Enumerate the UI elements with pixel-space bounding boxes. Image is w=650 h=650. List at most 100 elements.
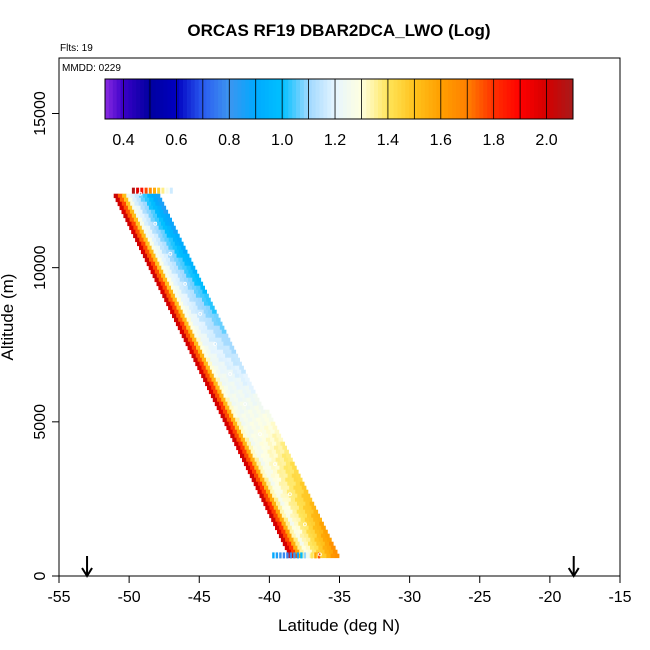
heatmap-cell (303, 552, 307, 559)
heatmap-cell (160, 221, 166, 227)
heatmap-cell (219, 377, 225, 383)
heatmap-cell (146, 209, 152, 215)
heatmap-cell (149, 197, 154, 203)
heatmap-cell (125, 217, 130, 223)
heatmap-cell (262, 473, 267, 479)
heatmap-cell (275, 517, 280, 523)
heatmap-cell (260, 409, 266, 415)
heatmap-cell (211, 333, 216, 339)
heatmap-cell (200, 293, 205, 299)
heatmap-cell (284, 501, 289, 507)
heatmap-cell (281, 529, 286, 535)
heatmap-cell (170, 293, 176, 299)
heatmap-cell (136, 213, 141, 219)
heatmap-cell (126, 201, 131, 207)
colorbar-segment (331, 79, 336, 119)
heatmap-cell (260, 417, 265, 423)
heatmap-cell (217, 321, 223, 327)
heatmap-cell (294, 469, 299, 475)
heatmap-cell (297, 493, 302, 499)
down-arrow-icon (81, 556, 93, 578)
heatmap-cell (184, 305, 190, 311)
heatmap-cell (202, 333, 208, 339)
heatmap-cell (310, 529, 316, 535)
heatmap-cell (127, 205, 133, 211)
heatmap-cell (284, 493, 290, 499)
heatmap-cell (145, 197, 150, 203)
heatmap-cell (176, 253, 182, 259)
heatmap-cell (164, 289, 170, 295)
heatmap-cell (244, 453, 249, 459)
colorbar-segment (471, 79, 476, 119)
colorbar-tick-label: 0.4 (112, 132, 134, 149)
heatmap-cell (159, 209, 164, 215)
heatmap-cell (278, 445, 283, 451)
heatmap-cell (188, 329, 193, 335)
colorbar-segment (249, 79, 254, 119)
heatmap-cell (190, 317, 196, 323)
heatmap-cell (170, 257, 175, 263)
heatmap-cell (151, 245, 157, 251)
heatmap-cell (272, 425, 278, 431)
heatmap-cell (161, 265, 166, 271)
heatmap-cell (164, 237, 170, 243)
heatmap-cell (255, 433, 261, 439)
heatmap-cell (225, 345, 230, 351)
heatmap-cell (202, 297, 207, 303)
colorbar-segment (222, 79, 227, 119)
heatmap-cell (283, 533, 288, 539)
heatmap-cell (164, 297, 169, 303)
heatmap-cell (196, 321, 202, 327)
heatmap-cell (230, 425, 236, 431)
heatmap-cell (299, 549, 304, 555)
heatmap-cell (277, 521, 282, 527)
heatmap-cell (176, 261, 181, 267)
heatmap-cell (274, 437, 279, 443)
heatmap-cell (298, 505, 304, 511)
heatmap-cell (192, 285, 197, 291)
heatmap-cell (134, 201, 139, 207)
heatmap-cell (307, 552, 310, 559)
heatmap-cell (310, 545, 315, 551)
heatmap-cell (270, 437, 275, 443)
heatmap-cell (162, 241, 167, 247)
colorbar-segment (530, 79, 535, 119)
heatmap-cell (126, 193, 131, 199)
heatmap-cell (264, 477, 269, 483)
heatmap-cell (303, 541, 309, 547)
heatmap-cell (320, 533, 326, 539)
heatmap-cell (291, 525, 297, 531)
heatmap-cell (279, 457, 285, 463)
heatmap-cell (135, 237, 140, 243)
heatmap-cell (133, 217, 139, 223)
heatmap-cell (266, 413, 272, 419)
heatmap-cell (198, 325, 204, 331)
heatmap-cell (322, 553, 327, 559)
heatmap-cell (255, 441, 260, 447)
heatmap-cell (148, 205, 154, 211)
heatmap-cell (300, 552, 303, 559)
heatmap-cell (296, 509, 302, 515)
heatmap-cell (235, 409, 241, 415)
heatmap-cell (211, 325, 216, 331)
heatmap-cell (225, 353, 230, 359)
colorbar-segment (276, 79, 281, 119)
heatmap-cell (186, 309, 192, 315)
heatmap-cell (159, 217, 164, 223)
heatmap-cell (220, 405, 226, 411)
heatmap-cell (319, 521, 324, 527)
heatmap-cell (195, 293, 201, 299)
heatmap-cell (256, 461, 262, 467)
heatmap-cell (182, 317, 187, 323)
heatmap-cell (164, 281, 170, 287)
heatmap-cell (327, 537, 332, 543)
heatmap-cell (229, 405, 234, 411)
heatmap-cell (293, 485, 298, 491)
heatmap-cell (263, 449, 268, 455)
heatmap-cell (233, 397, 239, 403)
colorbar-segment (323, 79, 328, 119)
heatmap-cell (284, 449, 289, 455)
heatmap-cell (283, 517, 289, 523)
heatmap-cell (291, 473, 297, 479)
heatmap-cell (208, 345, 214, 351)
